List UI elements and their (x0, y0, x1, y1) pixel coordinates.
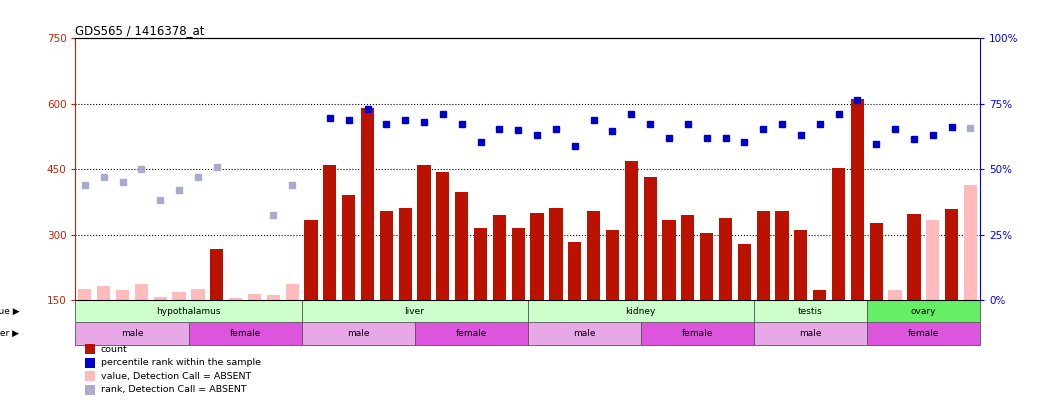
Bar (700, 232, 714, 300)
Bar (75, 322, 189, 345)
Text: percentile rank within the sample: percentile rank within the sample (101, 358, 261, 367)
Bar (189, 322, 302, 345)
Bar (455, 192, 468, 300)
Text: value, Detection Call = ABSENT: value, Detection Call = ABSENT (101, 372, 252, 381)
Bar (97, 286, 110, 300)
Bar (85, 344, 95, 354)
Bar (379, 211, 393, 300)
Text: female: female (908, 329, 939, 338)
Text: rank, Detection Call = ABSENT: rank, Detection Call = ABSENT (101, 385, 246, 394)
Bar (436, 172, 450, 300)
Bar (754, 300, 867, 322)
Text: GDS565 / 1416378_at: GDS565 / 1416378_at (75, 24, 205, 37)
Bar (757, 211, 770, 300)
Bar (908, 214, 920, 300)
Bar (926, 220, 939, 300)
Bar (85, 358, 95, 368)
Bar (285, 284, 299, 300)
Bar (851, 99, 864, 300)
Bar (474, 228, 487, 300)
Bar (192, 289, 204, 300)
Bar (527, 300, 754, 322)
Bar (867, 322, 980, 345)
Bar (867, 300, 980, 322)
Text: male: male (347, 329, 369, 338)
Text: male: male (799, 329, 822, 338)
Bar (738, 244, 751, 300)
Bar (266, 295, 280, 300)
Bar (302, 300, 527, 322)
Bar (342, 195, 355, 300)
Bar (625, 161, 638, 300)
Bar (832, 168, 845, 300)
Bar (530, 213, 544, 300)
Bar (754, 322, 867, 345)
Text: male: male (121, 329, 144, 338)
Bar (662, 220, 676, 300)
Bar (79, 289, 91, 300)
Text: testis: testis (798, 307, 823, 316)
Text: hypothalamus: hypothalamus (156, 307, 221, 316)
Bar (719, 218, 733, 300)
Text: female: female (230, 329, 261, 338)
Bar (511, 228, 525, 300)
Bar (776, 211, 789, 300)
Bar (587, 211, 601, 300)
Bar (154, 297, 167, 300)
Bar (549, 208, 563, 300)
Bar (173, 292, 185, 300)
Bar (248, 294, 261, 300)
Bar (493, 215, 506, 300)
Bar (302, 322, 415, 345)
Text: count: count (101, 345, 128, 354)
Bar (116, 290, 129, 300)
Bar (230, 298, 242, 300)
Bar (75, 300, 302, 322)
Bar (794, 230, 807, 300)
Bar (417, 165, 431, 300)
Text: tissue ▶: tissue ▶ (0, 307, 19, 316)
Text: ovary: ovary (911, 307, 936, 316)
Bar (85, 371, 95, 381)
Bar (361, 108, 374, 300)
Bar (640, 322, 754, 345)
Bar (964, 185, 977, 300)
Bar (135, 284, 148, 300)
Bar (527, 322, 640, 345)
Bar (211, 249, 223, 300)
Bar (681, 215, 695, 300)
Bar (643, 177, 657, 300)
Bar (889, 290, 901, 300)
Bar (323, 165, 336, 300)
Text: kidney: kidney (626, 307, 656, 316)
Bar (85, 385, 95, 395)
Text: male: male (573, 329, 595, 338)
Text: gender ▶: gender ▶ (0, 329, 19, 338)
Bar (606, 230, 619, 300)
Text: female: female (681, 329, 713, 338)
Bar (813, 290, 826, 300)
Text: liver: liver (405, 307, 424, 316)
Bar (415, 322, 527, 345)
Bar (568, 242, 582, 300)
Bar (945, 209, 958, 300)
Bar (398, 208, 412, 300)
Bar (870, 223, 882, 300)
Text: female: female (456, 329, 487, 338)
Bar (304, 220, 318, 300)
